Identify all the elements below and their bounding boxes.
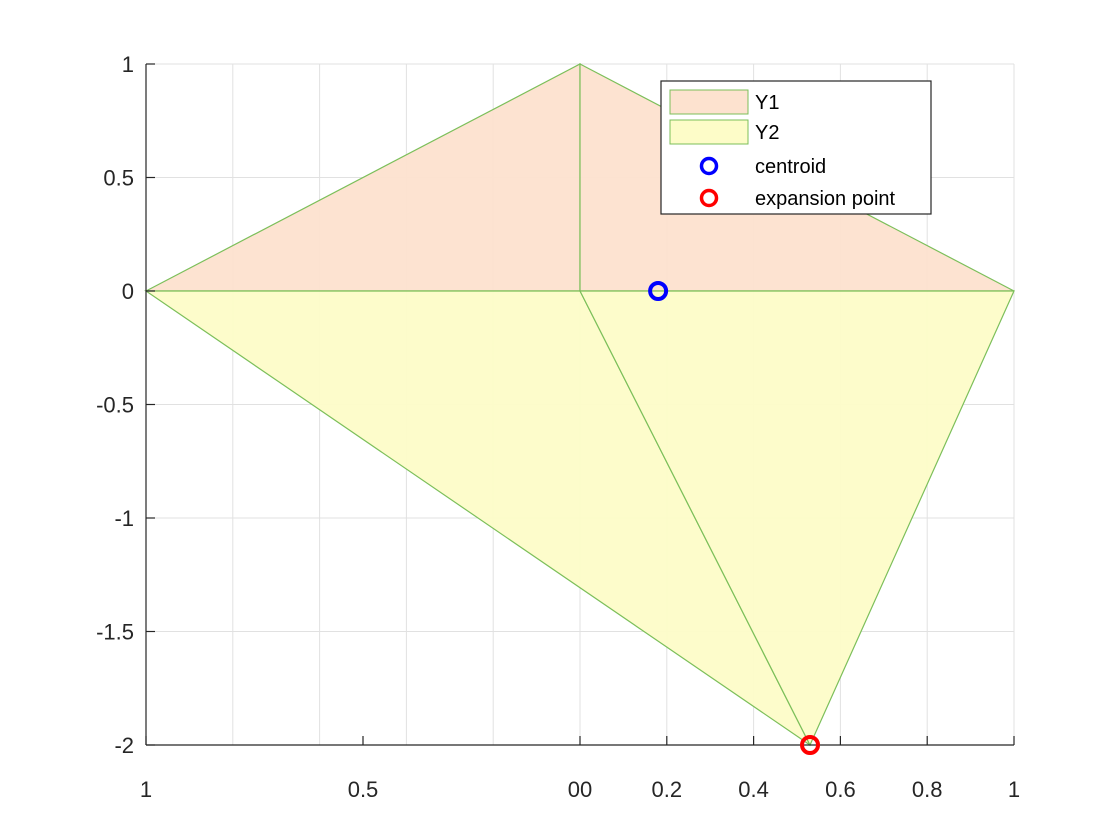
legend-marker-expansion-point (699, 188, 719, 208)
marker-centroid (648, 281, 669, 301)
x-tick-label: 00 (568, 777, 592, 802)
legend-label-expansion-point: expansion point (755, 188, 896, 210)
x-tick-label: 1 (140, 777, 152, 802)
legend-marker-centroid (699, 156, 719, 176)
legend-label-y2: Y2 (755, 122, 779, 144)
y-tick-label: -1.5 (96, 620, 134, 645)
marker-layer (648, 281, 821, 755)
y-tick-label: 0.5 (103, 166, 134, 191)
x-tick-label: 0.4 (738, 777, 769, 802)
y-tick-label: 1 (122, 52, 134, 77)
legend-label-y1: Y1 (755, 92, 779, 114)
legend-swatch-y1 (669, 89, 749, 115)
y-tick-label: -1 (114, 506, 134, 531)
x-tick-label: 1 (1008, 777, 1020, 802)
y-tick-label: 0 (122, 279, 134, 304)
patch-y2 (579, 290, 1015, 747)
x-tick-label: 0.2 (652, 777, 683, 802)
legend-swatch-y2 (669, 119, 749, 145)
legend: Y1 Y2 centroid expansion point (660, 80, 932, 215)
patch-layer (144, 63, 1015, 747)
axes-layer: 10.50-0.5-1-1.5-21 0.5 00 0.2 0.4 0.6 0.8 1 (96, 52, 1020, 802)
x-tick-label: 0.8 (912, 777, 943, 802)
y-tick-label: -0.5 (96, 393, 134, 418)
legend-label-centroid: centroid (755, 156, 826, 178)
marker-expansion-point (800, 735, 821, 755)
x-tick-label: 0.6 (825, 777, 856, 802)
y-tick-label: -2 (114, 733, 134, 758)
x-tick-label: 0.5 (348, 777, 379, 802)
